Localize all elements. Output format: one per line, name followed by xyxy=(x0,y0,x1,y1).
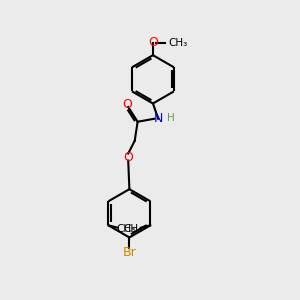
Text: CH₃: CH₃ xyxy=(168,38,188,48)
Text: O: O xyxy=(123,151,133,164)
Text: CH₃: CH₃ xyxy=(116,224,136,234)
Text: O: O xyxy=(148,36,158,49)
Text: Br: Br xyxy=(122,246,136,259)
Text: H: H xyxy=(167,113,175,123)
Text: O: O xyxy=(122,98,132,111)
Text: N: N xyxy=(154,112,163,125)
Text: CH₃: CH₃ xyxy=(123,224,142,234)
